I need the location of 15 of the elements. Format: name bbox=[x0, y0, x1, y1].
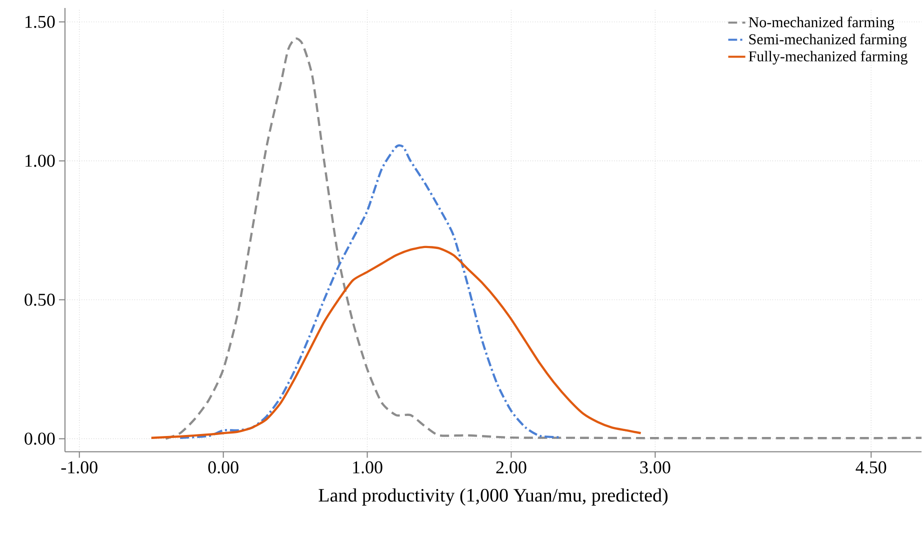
x-tick-label: 4.50 bbox=[856, 461, 886, 474]
y-tick-label: 0.00 bbox=[24, 432, 55, 445]
x-axis-title: Land productivity (1,000 Yuan/mu, predicted) bbox=[318, 488, 668, 506]
x-tick-label: 3.00 bbox=[640, 461, 670, 474]
x-tick-label: 1.00 bbox=[353, 461, 382, 474]
y-tick-label: 1.50 bbox=[26, 16, 55, 28]
y-tick-label: 1.00 bbox=[26, 154, 55, 168]
line-series bbox=[150, 246, 642, 440]
legend-label: Semi-mechanized farming bbox=[749, 34, 907, 48]
x-tick-label: -1.00 bbox=[61, 461, 98, 474]
x-tick-label: 2.00 bbox=[496, 461, 526, 474]
legend-label: Fully-mechanized farming bbox=[748, 50, 908, 65]
legend-label: No-mechanized farming bbox=[748, 16, 894, 31]
x-tick-label: 0.00 bbox=[208, 461, 238, 474]
y-tick-label: 0.50 bbox=[24, 294, 55, 306]
